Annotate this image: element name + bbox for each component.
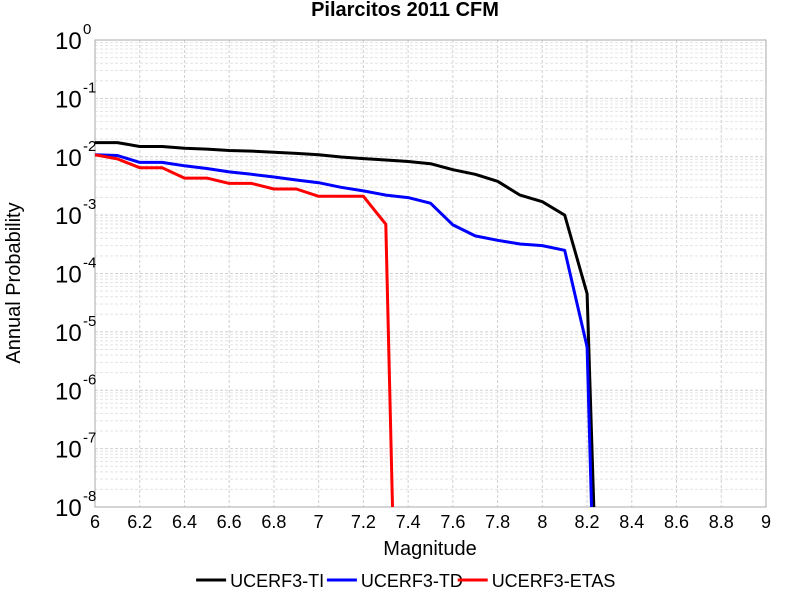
y-tick-exponent: -7 <box>83 430 96 447</box>
y-tick-exponent: 0 <box>83 21 91 38</box>
y-tick-label: 10 <box>55 378 82 405</box>
x-tick-label: 6.4 <box>172 512 197 532</box>
legend-label-ucerf3-ti: UCERF3-TI <box>230 571 324 591</box>
y-tick-label: 10 <box>55 28 82 55</box>
y-tick-exponent: -4 <box>83 255 96 272</box>
y-tick-exponent: -6 <box>83 371 96 388</box>
legend-label-ucerf3-td: UCERF3-TD <box>361 571 463 591</box>
y-axis-label: Annual Probability <box>3 202 25 363</box>
x-tick-label: 6.8 <box>261 512 286 532</box>
series-line-ucerf3-etas <box>94 153 394 508</box>
y-tick-exponent: -5 <box>83 313 96 330</box>
x-tick-label: 6 <box>90 512 100 532</box>
x-axis-label: Magnitude <box>383 538 476 560</box>
y-tick-label: 10 <box>55 262 82 289</box>
y-tick-exponent: -1 <box>83 79 96 96</box>
legend: UCERF3-TI UCERF3-TD UCERF3-ETAS <box>196 571 615 591</box>
y-tick-exponent: -8 <box>83 488 96 505</box>
x-tick-label: 8.8 <box>709 512 734 532</box>
x-tick-label: 7.8 <box>485 512 510 532</box>
y-tick-label: 10 <box>55 86 82 113</box>
x-tick-label: 8 <box>537 512 547 532</box>
grid <box>94 39 767 508</box>
series-line-ucerf3-td <box>94 153 593 508</box>
legend-label-ucerf3-etas: UCERF3-ETAS <box>492 571 616 591</box>
x-axis-ticks: 6 6.2 6.4 6.6 6.8 7 7.2 7.4 7.6 7.8 8 8.2 8.4 8.6 8.8 9 <box>90 512 771 532</box>
chart-title: Pilarcitos 2011 CFM <box>311 0 499 21</box>
x-tick-label: 7.6 <box>440 512 465 532</box>
x-tick-label: 7.4 <box>396 512 421 532</box>
x-tick-label: 8.2 <box>575 512 600 532</box>
series-line-ucerf3-ti <box>95 141 596 508</box>
y-tick-label: 10 <box>55 145 82 172</box>
x-tick-label: 6.2 <box>127 512 152 532</box>
x-tick-label: 8.6 <box>664 512 689 532</box>
series-layer <box>94 141 596 508</box>
plot-area <box>94 39 767 508</box>
x-tick-label: 7.2 <box>351 512 376 532</box>
x-tick-label: 8.4 <box>619 512 644 532</box>
y-tick-label: 10 <box>55 495 82 522</box>
y-tick-exponent: -2 <box>83 138 96 155</box>
y-tick-label: 10 <box>55 320 82 347</box>
y-tick-exponent: -3 <box>83 196 96 213</box>
y-tick-label: 10 <box>55 437 82 464</box>
y-tick-label: 10 <box>55 203 82 230</box>
x-tick-label: 6.6 <box>217 512 242 532</box>
x-tick-label: 7 <box>314 512 324 532</box>
x-tick-label: 9 <box>761 512 771 532</box>
